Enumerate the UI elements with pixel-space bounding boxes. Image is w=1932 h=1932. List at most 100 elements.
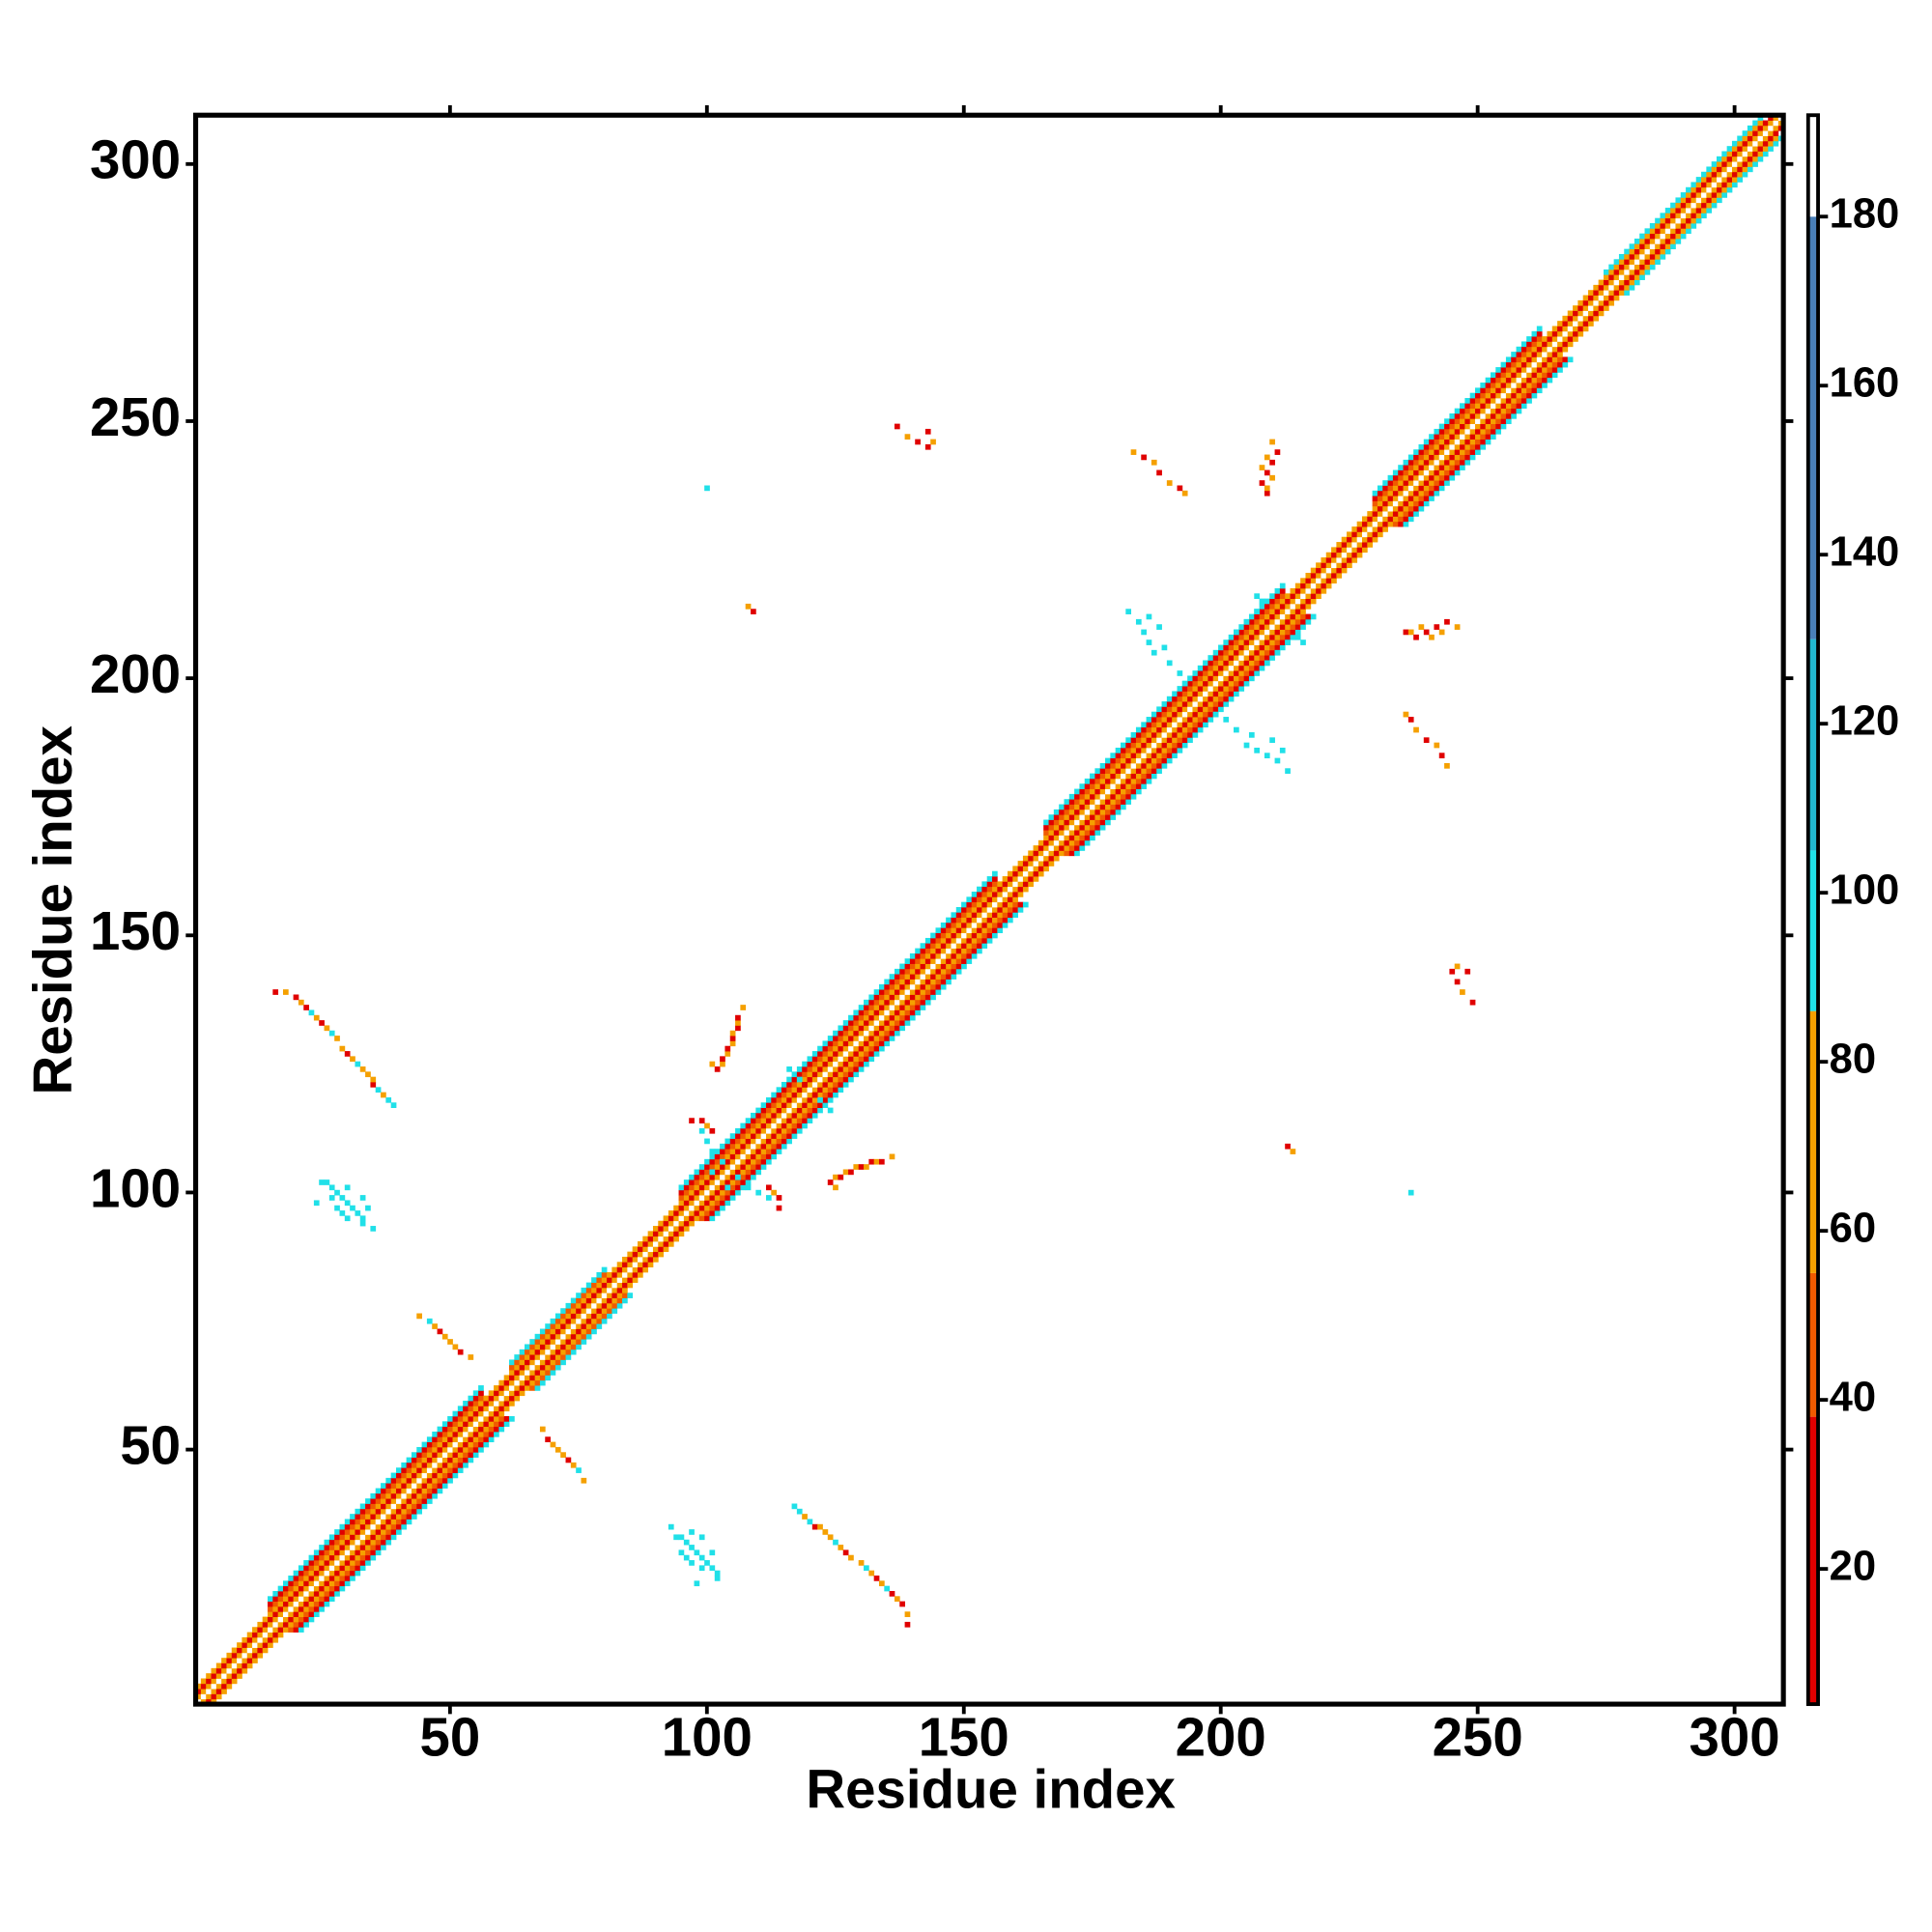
cell <box>1598 284 1605 291</box>
cell <box>1192 691 1199 697</box>
cell <box>1033 870 1039 877</box>
cell <box>585 1287 592 1293</box>
cell <box>961 952 967 959</box>
cell <box>791 1096 798 1103</box>
cell <box>298 1621 304 1628</box>
cell <box>1068 845 1075 851</box>
cell <box>729 1138 736 1145</box>
cell <box>668 1220 674 1227</box>
cell <box>1624 284 1630 291</box>
cell <box>519 1375 526 1381</box>
cell <box>1084 783 1091 789</box>
cell <box>1361 516 1368 523</box>
cell <box>1686 223 1691 229</box>
cell <box>951 952 957 959</box>
cell <box>765 1107 772 1114</box>
cell <box>1613 269 1620 275</box>
cell <box>1711 202 1718 209</box>
cell <box>421 1477 428 1484</box>
cell <box>627 1282 634 1289</box>
cell <box>1181 711 1188 718</box>
cell <box>1655 223 1661 229</box>
cell <box>781 1112 787 1119</box>
colorbar-segment <box>1807 1272 1819 1417</box>
cell <box>955 958 962 964</box>
cell <box>452 1446 459 1453</box>
cell <box>955 917 962 923</box>
cell <box>940 963 947 970</box>
cell <box>1434 485 1440 492</box>
cell <box>226 1667 233 1674</box>
cell <box>1711 161 1718 167</box>
cell <box>1413 449 1419 455</box>
cell <box>1074 850 1080 857</box>
cell <box>1567 310 1574 317</box>
cell <box>894 1596 900 1603</box>
cell <box>1577 330 1584 337</box>
cell <box>1573 305 1578 311</box>
cell <box>195 1693 202 1700</box>
cell <box>1664 243 1671 250</box>
cell <box>915 989 921 995</box>
cell <box>452 1467 459 1473</box>
cell <box>981 901 988 908</box>
cell <box>1547 346 1553 353</box>
cell <box>1218 696 1224 702</box>
cell <box>1135 788 1142 795</box>
cell <box>1742 146 1748 152</box>
cell <box>1135 732 1142 738</box>
cell <box>1675 197 1682 204</box>
cell <box>282 1616 289 1623</box>
cell <box>1141 773 1147 780</box>
cell <box>370 1503 377 1510</box>
cell <box>355 1508 361 1515</box>
cell <box>1223 649 1230 656</box>
cell <box>842 1051 849 1057</box>
cell <box>1460 403 1465 410</box>
cell <box>904 979 911 985</box>
cell <box>755 1169 762 1176</box>
cell <box>1469 439 1476 445</box>
cell <box>1593 299 1600 306</box>
cell <box>1429 439 1435 445</box>
cell <box>940 948 947 954</box>
cell <box>1305 587 1312 594</box>
cell <box>355 1570 361 1577</box>
cell <box>1768 125 1774 131</box>
cell <box>1542 346 1548 353</box>
cell <box>1438 423 1445 430</box>
cell <box>570 1328 577 1335</box>
cell <box>709 1169 716 1176</box>
cell <box>576 1323 582 1329</box>
cell <box>350 1554 355 1561</box>
cell <box>432 1431 438 1437</box>
cell <box>1325 557 1332 563</box>
cell <box>1475 449 1481 455</box>
cell <box>545 1370 551 1376</box>
cell <box>488 1416 495 1422</box>
cell <box>951 912 957 919</box>
cell <box>1177 485 1183 492</box>
cell <box>237 1673 242 1679</box>
cell <box>565 1318 572 1324</box>
cell <box>246 1642 253 1648</box>
cell <box>293 1580 299 1587</box>
cell <box>1269 618 1275 625</box>
cell <box>1110 768 1117 774</box>
cell <box>817 1081 823 1088</box>
cell <box>1259 660 1265 667</box>
cell <box>344 1576 351 1581</box>
cell <box>1264 660 1270 667</box>
cell <box>694 1169 700 1176</box>
cell <box>1403 516 1409 523</box>
cell <box>1429 480 1435 486</box>
cell <box>924 948 931 954</box>
cell <box>838 1030 844 1037</box>
cell <box>735 1014 741 1021</box>
cell <box>1007 907 1013 913</box>
cell <box>833 1184 838 1191</box>
cell <box>771 1189 778 1196</box>
cell <box>355 1560 361 1566</box>
cell <box>698 1127 705 1134</box>
cell <box>899 974 905 980</box>
